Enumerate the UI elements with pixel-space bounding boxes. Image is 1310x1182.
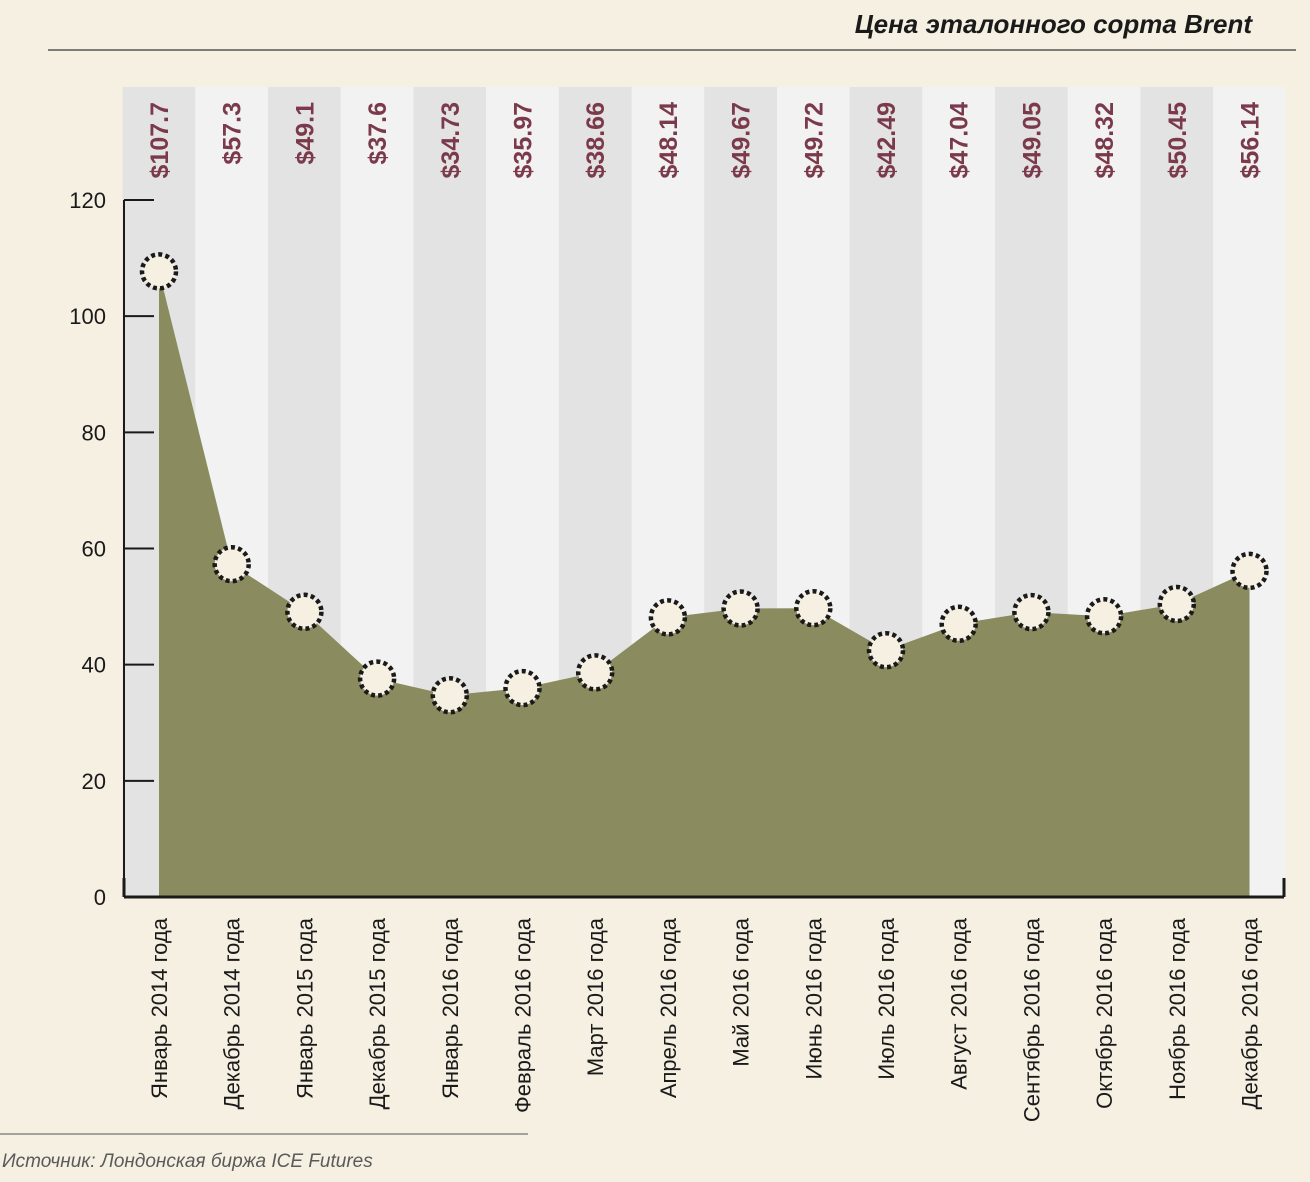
x-tick-label: Май 2016 года: [729, 917, 754, 1066]
x-tick-label: Декабрь 2014 года: [220, 917, 245, 1109]
x-tick-labels: Январь 2014 года Декабрь 2014 года Январь …: [147, 917, 1263, 1122]
data-label: $57.3: [219, 102, 247, 165]
point-marker: [1084, 597, 1124, 636]
point-marker-bg: [287, 594, 322, 629]
data-label: $38.66: [582, 102, 610, 178]
x-tick-label: Ноябрь 2016 года: [1165, 917, 1190, 1100]
data-labels: $107.7 $57.3 $49.1 $37.6 $34.73 $35.97 $38.66 $…: [146, 102, 1265, 179]
data-label: $42.49: [873, 102, 901, 178]
x-tick-label: Март 2016 года: [583, 917, 608, 1076]
x-tick-label: Январь 2014 года: [147, 917, 172, 1099]
point-marker: [212, 544, 251, 584]
data-label: $56.14: [1237, 102, 1265, 179]
point-marker: [430, 676, 470, 715]
data-label: $50.45: [1164, 102, 1192, 179]
x-tick-label: Январь 2015 года: [292, 917, 317, 1099]
data-label: $34.73: [437, 102, 465, 178]
point-marker-bg: [360, 661, 395, 696]
data-label: $49.1: [291, 102, 319, 165]
x-tick-label: Сентябрь 2016 года: [1019, 917, 1044, 1122]
data-label: $35.97: [510, 102, 538, 178]
y-tick-label: 60: [82, 537, 106, 562]
x-tick-label: Июнь 2016 года: [801, 917, 826, 1079]
point-marker: [503, 668, 542, 708]
x-tick-label: Октябрь 2016 года: [1092, 917, 1117, 1109]
y-tick-label: 0: [94, 885, 106, 910]
point-marker: [285, 592, 324, 632]
x-tick-label: Январь 2016 года: [438, 917, 463, 1099]
point-marker: [648, 598, 688, 637]
data-label: $48.32: [1091, 102, 1119, 178]
y-ticks: 0 20 40 60 80 100 120: [69, 188, 154, 910]
point-marker-bg: [1014, 595, 1049, 630]
data-label: $49.67: [728, 102, 756, 178]
point-marker-bg: [432, 678, 467, 713]
y-tick-label: 80: [82, 420, 106, 445]
point-marker: [1012, 592, 1051, 632]
price-area: [159, 271, 1250, 897]
point-marker-bg: [869, 633, 903, 668]
y-tick-label: 100: [69, 304, 106, 329]
point-marker: [866, 630, 906, 670]
point-marker-bg: [578, 655, 613, 690]
point-marker: [1157, 584, 1197, 624]
source-note: Источник: Лондонская биржа ICE Futures: [2, 1151, 373, 1172]
point-marker-bg: [723, 591, 758, 626]
x-tick-label: Июль 2016 года: [874, 917, 899, 1079]
chart-title: Цена эталонного сорта Brent: [855, 9, 1254, 39]
data-label: $49.72: [800, 102, 828, 178]
data-label: $107.7: [146, 102, 174, 178]
y-tick-label: 40: [82, 653, 106, 678]
point-marker: [939, 604, 978, 644]
data-label: $48.14: [655, 102, 683, 179]
y-tick-label: 120: [69, 188, 106, 213]
x-tick-label: Декабрь 2016 года: [1238, 917, 1263, 1109]
data-label: $37.6: [364, 102, 392, 165]
point-markers: [139, 252, 1269, 715]
point-marker-bg: [214, 547, 249, 582]
point-marker: [721, 589, 760, 628]
point-marker-bg: [1159, 587, 1194, 621]
data-label: $49.05: [1018, 102, 1046, 179]
point-marker: [139, 252, 179, 291]
x-tick-label: Декабрь 2015 года: [365, 917, 390, 1109]
point-marker-bg: [505, 671, 540, 706]
point-marker: [794, 588, 833, 628]
point-marker-bg: [650, 600, 685, 635]
x-tick-label: Февраль 2016 года: [511, 917, 536, 1113]
x-tick-label: Апрель 2016 года: [656, 917, 681, 1098]
data-label: $47.04: [946, 102, 974, 179]
x-tick-label: Август 2016 года: [947, 917, 972, 1090]
point-marker-bg: [941, 606, 976, 641]
point-marker-bg: [1232, 553, 1267, 588]
point-marker-bg: [142, 254, 176, 289]
point-marker: [357, 659, 397, 698]
point-marker-bg: [796, 591, 831, 626]
point-marker: [1230, 551, 1269, 591]
y-tick-label: 20: [82, 769, 106, 794]
point-marker-bg: [1087, 599, 1122, 634]
point-marker: [575, 653, 615, 692]
